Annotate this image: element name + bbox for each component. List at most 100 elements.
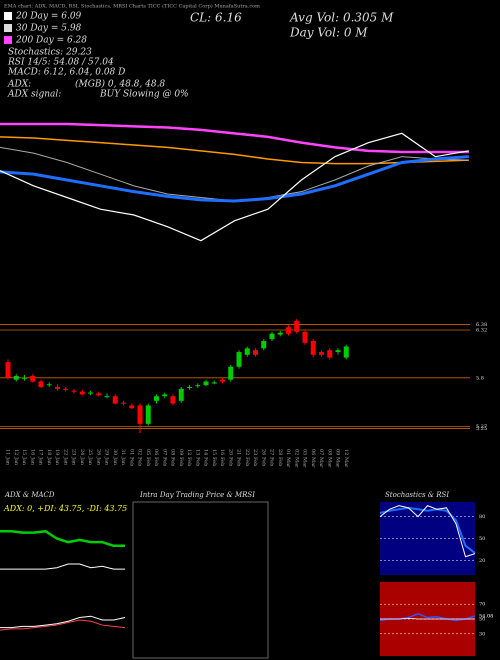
candle-body <box>129 405 135 409</box>
x-tick-label: 31 Jan <box>120 449 126 466</box>
candle-body <box>220 379 225 382</box>
candle-body <box>162 394 168 397</box>
candle-body <box>343 346 349 358</box>
x-tick-label: 12 Mar <box>343 449 349 468</box>
x-tick-label: 01 Feb <box>128 449 134 466</box>
series-line <box>0 619 126 631</box>
candle-body <box>137 405 143 424</box>
panel-title: ADX & MACD <box>4 491 55 499</box>
x-tick-label: 08 Feb <box>170 449 176 466</box>
legend-swatch <box>4 36 12 44</box>
candle-body <box>13 375 19 380</box>
x-tick-label: 07 Feb <box>161 449 167 466</box>
candle-body <box>253 350 258 355</box>
candle-body <box>96 393 102 396</box>
panel-box <box>132 501 269 659</box>
x-tick-label: 30 Jan <box>112 449 118 466</box>
series-line <box>0 529 125 548</box>
y-tick-label: 70 <box>479 602 485 608</box>
x-tick-label: 06 Feb <box>153 449 159 466</box>
candle-body <box>55 387 60 389</box>
candle-body <box>46 384 52 386</box>
candle-body <box>30 375 36 382</box>
ema30: 30 Day = 5.98 <box>16 24 82 34</box>
x-tick-label: 05 Feb <box>145 449 151 466</box>
candle-body <box>112 396 118 404</box>
candle-body <box>244 348 250 355</box>
panel-title: Stochastics & RSI <box>385 491 449 499</box>
x-tick-label: 24 Jan <box>79 449 85 466</box>
x-tick-label: 26 Feb <box>260 449 266 466</box>
y-tick-label: 50 <box>479 617 485 623</box>
y-tick-label: 30 <box>479 631 485 637</box>
series-line <box>0 615 126 629</box>
x-tick-label: 20 Feb <box>227 449 233 466</box>
x-tick-label: 14 Feb <box>203 449 209 466</box>
signal-label: ADX signal: <box>7 90 61 100</box>
x-tick-label: 22 Feb <box>244 449 250 466</box>
adx-label: ADX: <box>7 80 31 90</box>
candle-body <box>79 391 85 395</box>
candle-body <box>121 402 126 404</box>
candle-body <box>5 362 11 378</box>
panel-title: Intra Day Trading Price & MRSI <box>139 491 255 499</box>
y-tick-label: 5.25 <box>476 426 487 432</box>
series-line <box>0 136 469 165</box>
x-tick-label: 11 Jan <box>5 449 11 466</box>
candle-body <box>145 405 151 424</box>
x-tick-label: 19 Jan <box>54 449 60 466</box>
series-line <box>379 506 476 554</box>
header-line: EMA chart: ADX, MACD, RSI, Stochastics, … <box>4 3 260 10</box>
candle-body <box>277 332 283 335</box>
x-tick-label: 17 Jan <box>38 449 44 466</box>
series-line <box>0 122 469 154</box>
candle-body <box>236 352 242 367</box>
signal-value: BUY Slowing @ 0% <box>99 90 189 100</box>
candle-body <box>335 350 341 353</box>
candle-body <box>154 396 159 401</box>
x-tick-label: 09 Mar <box>335 449 341 468</box>
x-tick-label: 26 Jan <box>95 449 101 466</box>
x-tick-label: 07 Mar <box>318 449 324 468</box>
y-tick-label: 50 <box>479 536 485 542</box>
close: CL: 6.16 <box>190 11 242 25</box>
y-tick-label: 5.8 <box>476 375 484 381</box>
x-tick-label: 21 Feb <box>236 449 242 466</box>
panel-bg <box>380 502 475 575</box>
adx-value: (MGB) 0, 48.8, 48.8 <box>75 79 165 90</box>
legend-swatch <box>4 24 12 32</box>
candle-body <box>88 392 93 394</box>
y-tick-label: 80 <box>479 514 485 520</box>
candle-body <box>269 333 275 340</box>
candle-body <box>22 377 27 379</box>
avg-vol: Avg Vol: 0.305 M <box>289 11 394 25</box>
series-line <box>0 132 469 242</box>
x-tick-label: 23 Feb <box>252 449 258 466</box>
ema20: 20 Day = 6.09 <box>15 12 82 22</box>
x-tick-label: 22 Jan <box>62 449 68 466</box>
candle-body <box>170 396 176 404</box>
candle-body <box>310 341 316 355</box>
candle-body <box>71 390 77 392</box>
candle-body <box>228 366 234 380</box>
y-tick-label: 6.32 <box>476 327 487 333</box>
x-tick-label: 05 Mar <box>302 449 308 468</box>
x-tick-label: 27 Feb <box>269 449 275 466</box>
x-tick-label: 15 Feb <box>211 449 217 466</box>
x-tick-label: 25 Jan <box>87 449 93 466</box>
candle-body <box>286 327 291 334</box>
ema200: 200 Day = 6.28 <box>15 36 87 46</box>
candle-body <box>187 387 192 389</box>
x-tick-label: 15 Jan <box>21 449 27 466</box>
x-tick-label: 16 Jan <box>29 449 35 466</box>
marker-label: 54.08 <box>479 613 493 619</box>
candle-body <box>104 396 110 398</box>
legend-swatch <box>4 12 12 20</box>
series-line <box>0 563 125 570</box>
x-tick-label: 18 Jan <box>46 449 52 466</box>
x-tick-label: 28 Feb <box>277 449 283 466</box>
candle-body <box>294 320 300 332</box>
y-tick-label: 6.38 <box>476 322 487 328</box>
x-tick-label: 16 Feb <box>219 449 225 466</box>
